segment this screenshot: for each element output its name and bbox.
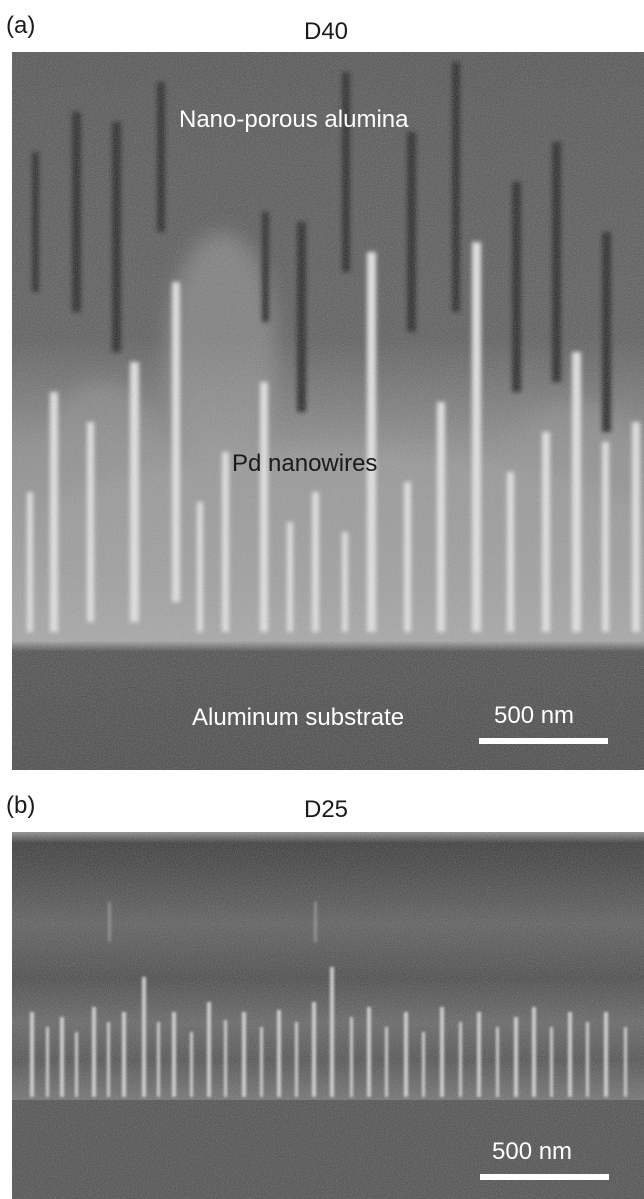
micrograph-b <box>12 832 644 1199</box>
scale-bar-a-label: 500 nm <box>494 702 575 729</box>
scale-bar-b <box>480 1174 609 1180</box>
scale-bar-b-label: 500 nm <box>492 1138 573 1165</box>
panel-a-label: (a) <box>6 12 36 39</box>
micrograph-b-image <box>12 832 644 1199</box>
scale-bar-a <box>479 738 608 744</box>
label-pd-nanowires: Pd nanowires <box>232 450 378 477</box>
label-nano-porous-alumina: Nano-porous alumina <box>179 106 409 133</box>
micrograph-a <box>12 52 644 770</box>
label-aluminum-substrate: Aluminum substrate <box>192 704 405 731</box>
panel-b-title: D25 <box>303 796 349 823</box>
micrograph-a-image <box>12 52 644 770</box>
panel-b-label: (b) <box>6 792 36 819</box>
panel-a-title: D40 <box>303 18 349 45</box>
